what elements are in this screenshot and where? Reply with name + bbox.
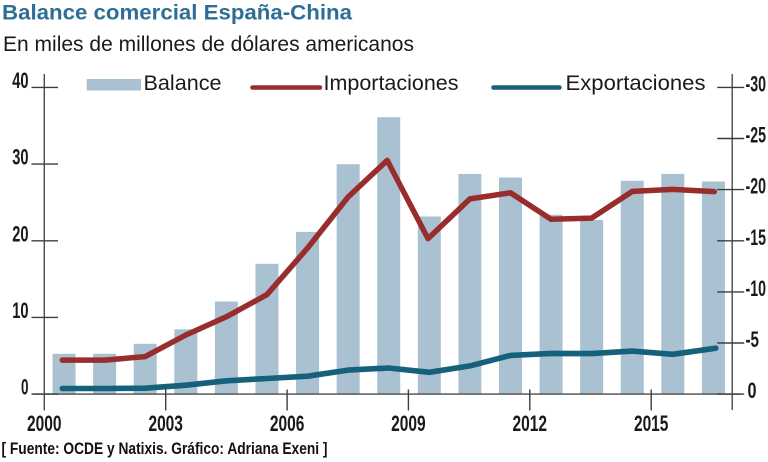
- svg-text:-20: -20: [746, 174, 767, 199]
- svg-text:2006: 2006: [270, 411, 305, 436]
- svg-text:0: 0: [748, 378, 757, 403]
- svg-text:-5: -5: [746, 327, 760, 352]
- svg-text:-15: -15: [746, 225, 767, 250]
- svg-text:-10: -10: [746, 276, 767, 301]
- svg-text:2003: 2003: [148, 411, 183, 436]
- svg-text:2012: 2012: [513, 411, 548, 436]
- svg-text:Importaciones: Importaciones: [324, 72, 459, 95]
- svg-text:2009: 2009: [391, 411, 426, 436]
- svg-text:10: 10: [12, 298, 28, 323]
- svg-text:[ Fuente: OCDE y Natixis. Gráf: [ Fuente: OCDE y Natixis. Gráfico: Adria…: [2, 439, 328, 458]
- svg-text:Balance comercial España-China: Balance comercial España-China: [2, 1, 353, 25]
- svg-text:0: 0: [21, 375, 29, 400]
- svg-text:2000: 2000: [27, 411, 62, 436]
- svg-text:-30: -30: [746, 71, 767, 96]
- svg-text:Exportaciones: Exportaciones: [566, 72, 706, 95]
- svg-text:20: 20: [12, 221, 28, 246]
- svg-text:-25: -25: [746, 123, 767, 148]
- svg-text:40: 40: [12, 68, 28, 93]
- svg-text:30: 30: [12, 145, 28, 170]
- svg-text:En miles de millones de dólare: En miles de millones de dólares american…: [3, 33, 414, 56]
- svg-text:Balance: Balance: [144, 72, 222, 95]
- svg-text:2015: 2015: [634, 411, 669, 436]
